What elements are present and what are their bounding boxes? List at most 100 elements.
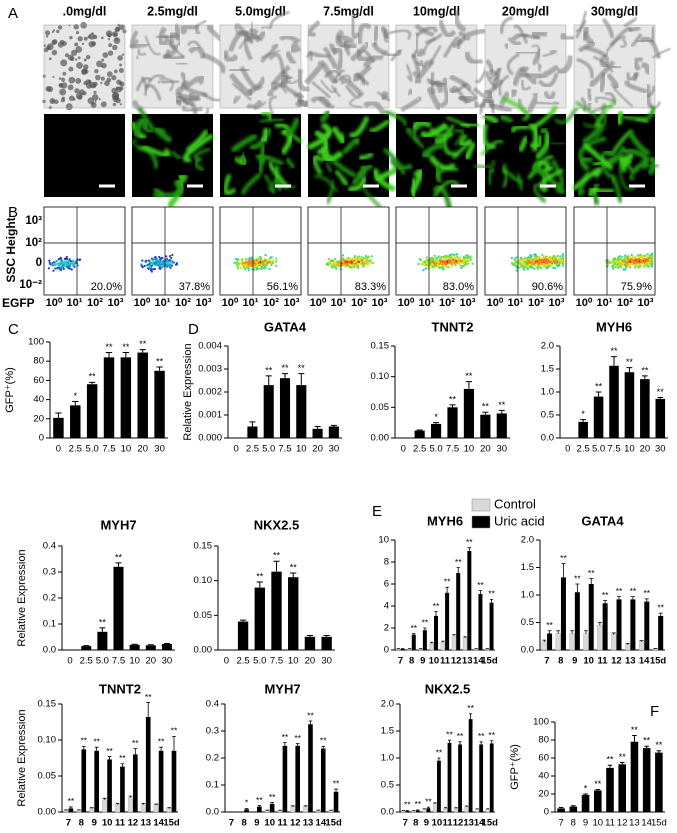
event-dot [60,264,62,266]
significance-label: ** [404,800,411,810]
event-dot [417,263,419,265]
event-dot [511,257,513,259]
event-dot [644,255,646,257]
bar [265,811,270,812]
significance-label: ** [294,733,301,743]
event-dot [258,263,260,265]
cell [62,41,67,46]
bar [53,418,63,438]
event-dot [522,260,524,262]
event-dot [638,264,640,266]
x-tick-label: 20 [480,444,491,455]
event-dot [531,259,533,261]
event-dot [422,262,424,264]
event-dot [159,268,161,270]
significance-label: ** [449,394,457,404]
event-dot [356,257,358,259]
bar [137,353,147,438]
event-dot [175,264,177,266]
event-dot [444,261,446,263]
significance-label: ** [655,740,663,750]
error-bar [172,736,176,750]
error-bar [556,631,560,634]
x-tick-label: 11 [440,656,451,667]
significance-label: ** [610,346,618,356]
error-bar [99,628,105,632]
flow-x-tick: 10² [439,297,455,309]
cell [49,57,52,60]
event-dot [55,263,57,265]
event-dot [58,258,60,260]
event-dot [544,260,546,262]
x-tick-label: 30 [329,444,340,455]
chart-title: GATA4 [581,513,624,528]
event-dot [528,260,530,262]
bar [467,551,471,650]
event-dot [455,260,457,262]
x-tick-label: 5.0 [96,656,109,667]
event-dot [441,259,443,261]
gate-percentage: 90.6% [532,281,563,293]
error-bar [644,746,649,748]
cell [68,24,70,26]
significance-label: ** [657,387,665,397]
cell [108,43,112,47]
significance-label: ** [93,736,100,746]
event-dot [638,256,640,258]
bar [128,798,133,812]
event-dot [169,259,171,261]
event-dot [613,259,615,261]
flow-x-tick: 10³ [372,297,388,309]
bar [415,431,425,438]
bar [69,808,74,812]
x-tick-label: 0 [67,656,72,667]
cell [52,50,58,56]
bar [653,649,658,650]
y-tick-label: 0.5 [381,780,394,791]
event-dot [636,261,638,263]
bar-chart: MYH60246810789101112131415d*************… [378,496,544,666]
significance-label: ** [626,357,634,367]
flow-y-tick: 10² [25,237,42,249]
event-dot [248,263,250,265]
cell [101,65,103,67]
significance-label: ** [145,692,152,702]
bar [121,357,131,438]
bar [609,366,619,438]
cell [76,62,83,69]
error-bar [245,808,249,809]
chart-title: TNNT2 [432,319,474,334]
bar [334,792,339,812]
significance-label: ** [298,363,306,373]
significance-label: ** [273,551,281,561]
significance-label: ** [436,747,443,757]
gate-percentage: 75.9% [621,281,652,293]
bar [64,811,69,812]
cell [66,103,73,110]
bar [280,378,290,438]
bar [305,637,315,650]
event-dot [331,260,333,262]
event-dot [467,263,469,265]
event-dot [453,256,455,258]
error-bar [657,751,662,753]
y-tick-label: 0.0 [521,645,534,656]
x-tick-label: 7 [398,656,403,667]
event-dot [236,265,238,267]
bar [271,572,281,650]
event-dot [371,255,373,257]
x-tick-label: 9 [92,818,97,829]
cell [69,77,76,84]
significance-label: * [434,412,438,422]
chart-title: GATA4 [264,319,307,334]
event-dot [241,258,243,260]
cell [111,88,117,94]
event-dot [525,267,527,269]
x-tick-label: 8 [79,818,84,829]
bar [655,753,663,812]
event-dot [432,266,434,268]
flow-x-tick: 10¹ [597,297,613,309]
significance-label: ** [307,710,314,720]
x-tick-label: 10 [288,656,299,667]
x-tick-label: 2.5 [413,444,426,455]
